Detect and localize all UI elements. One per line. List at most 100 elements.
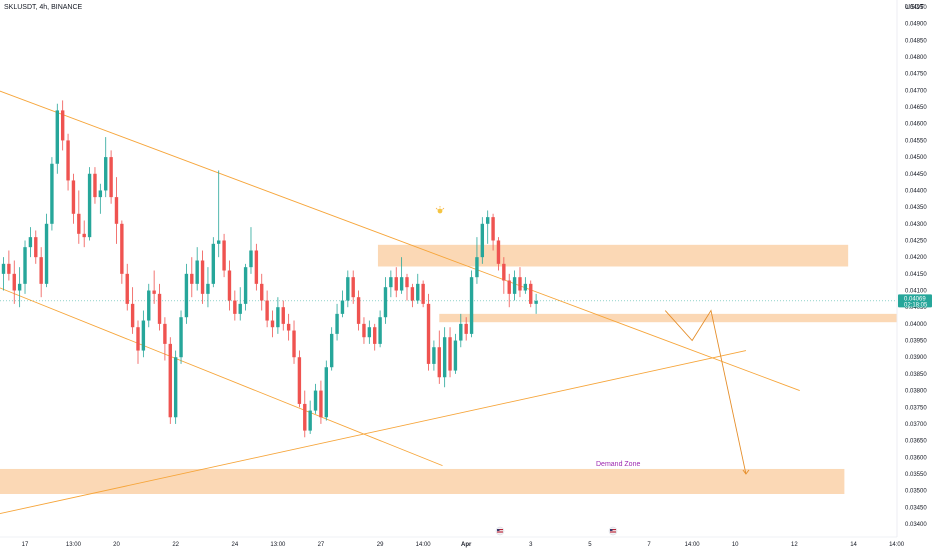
price-tick-label: 0.04650	[905, 105, 927, 111]
candle-body	[378, 317, 382, 344]
candle	[329, 327, 334, 371]
candle	[426, 293, 431, 371]
candle-body	[270, 320, 275, 328]
candle-body	[297, 357, 302, 404]
price-tick-label: 0.04350	[905, 205, 927, 211]
candle	[168, 337, 172, 424]
candle	[55, 103, 59, 174]
candle	[217, 170, 221, 258]
candle-body	[469, 277, 474, 334]
candle-body	[276, 307, 280, 328]
candle-body	[523, 283, 528, 291]
candle-body	[459, 323, 463, 341]
candle	[405, 273, 409, 301]
candle	[319, 380, 323, 424]
candle	[109, 150, 113, 204]
candle-body	[486, 217, 490, 224]
price-tick-label: 0.03400	[905, 522, 927, 528]
candle	[491, 213, 495, 251]
candle	[286, 313, 291, 341]
candle	[82, 220, 86, 248]
candle-body	[529, 283, 533, 304]
candle-body	[394, 277, 398, 291]
candle	[480, 217, 485, 264]
price-tick-label: 0.03800	[905, 389, 927, 395]
time-tick-label: 22	[172, 542, 179, 548]
candle	[249, 227, 253, 274]
time-scale[interactable]	[0, 537, 932, 550]
candle-body	[173, 357, 178, 418]
candle-body	[222, 240, 226, 271]
candle-body	[346, 277, 350, 301]
demand-zone-label: Demand Zone	[596, 461, 640, 468]
candle	[410, 283, 415, 308]
candle	[486, 210, 490, 244]
price-tick-label: 0.04750	[905, 72, 927, 78]
candle-body	[416, 283, 420, 301]
candle-body	[502, 263, 506, 281]
candle-body	[249, 250, 253, 268]
us-flag-event-icon[interactable]	[495, 526, 505, 536]
candle	[238, 287, 242, 321]
candle	[469, 270, 474, 338]
candle	[265, 290, 269, 328]
candle	[147, 283, 151, 328]
candle-body	[50, 163, 54, 224]
candle-body	[1, 263, 6, 274]
candle-body	[453, 340, 458, 371]
candle-body	[125, 273, 129, 304]
candle-body	[233, 300, 237, 314]
candle	[190, 257, 194, 298]
candle-body	[367, 327, 372, 338]
candle	[373, 323, 377, 351]
current-price-label: 0.04069 02:18:05	[898, 294, 932, 308]
time-tick-label: 14:00	[685, 542, 701, 548]
candle-body	[534, 300, 538, 304]
descending-channel-bottom	[0, 287, 443, 467]
time-tick-label: 14	[850, 542, 857, 548]
time-tick-label: 24	[231, 542, 238, 548]
candle	[362, 317, 366, 344]
candle-body	[104, 157, 108, 191]
candle	[276, 297, 280, 334]
candle-body	[286, 323, 291, 331]
candle-body	[12, 273, 16, 291]
price-tick-label: 0.04150	[905, 272, 927, 278]
candle-body	[163, 323, 167, 344]
us-flag-event-icon[interactable]	[608, 526, 618, 536]
candle-body	[44, 223, 49, 284]
candle-body	[130, 303, 135, 328]
candle	[87, 167, 92, 241]
candle-body	[55, 110, 59, 164]
upper-resistance-zone	[377, 244, 849, 267]
candle-body	[281, 307, 285, 324]
candle	[39, 247, 43, 298]
price-tick-label: 0.03700	[905, 422, 927, 428]
candle-body	[410, 287, 415, 301]
candle-body	[195, 260, 199, 284]
candle	[529, 280, 533, 308]
time-tick-label: 13:00	[270, 542, 286, 548]
candle	[356, 290, 361, 331]
candle	[437, 330, 441, 384]
candle	[367, 320, 372, 344]
candle-body	[373, 327, 377, 344]
candle	[475, 237, 479, 284]
time-tick-label: 7	[647, 542, 651, 548]
candle-body	[141, 320, 146, 351]
descending-channel-top	[0, 90, 800, 392]
candle-body	[426, 303, 431, 364]
time-tick-label: 20	[113, 542, 120, 548]
candle	[227, 260, 232, 311]
candle-body	[475, 257, 479, 278]
candle-body	[421, 283, 425, 304]
projection-arrowhead	[742, 469, 750, 475]
candle-body	[303, 403, 307, 431]
candle	[71, 173, 76, 224]
time-tick-label: 17	[22, 542, 29, 548]
price-tick-label: 0.04300	[905, 222, 927, 228]
price-scale[interactable]	[897, 0, 932, 537]
candle	[66, 133, 70, 191]
